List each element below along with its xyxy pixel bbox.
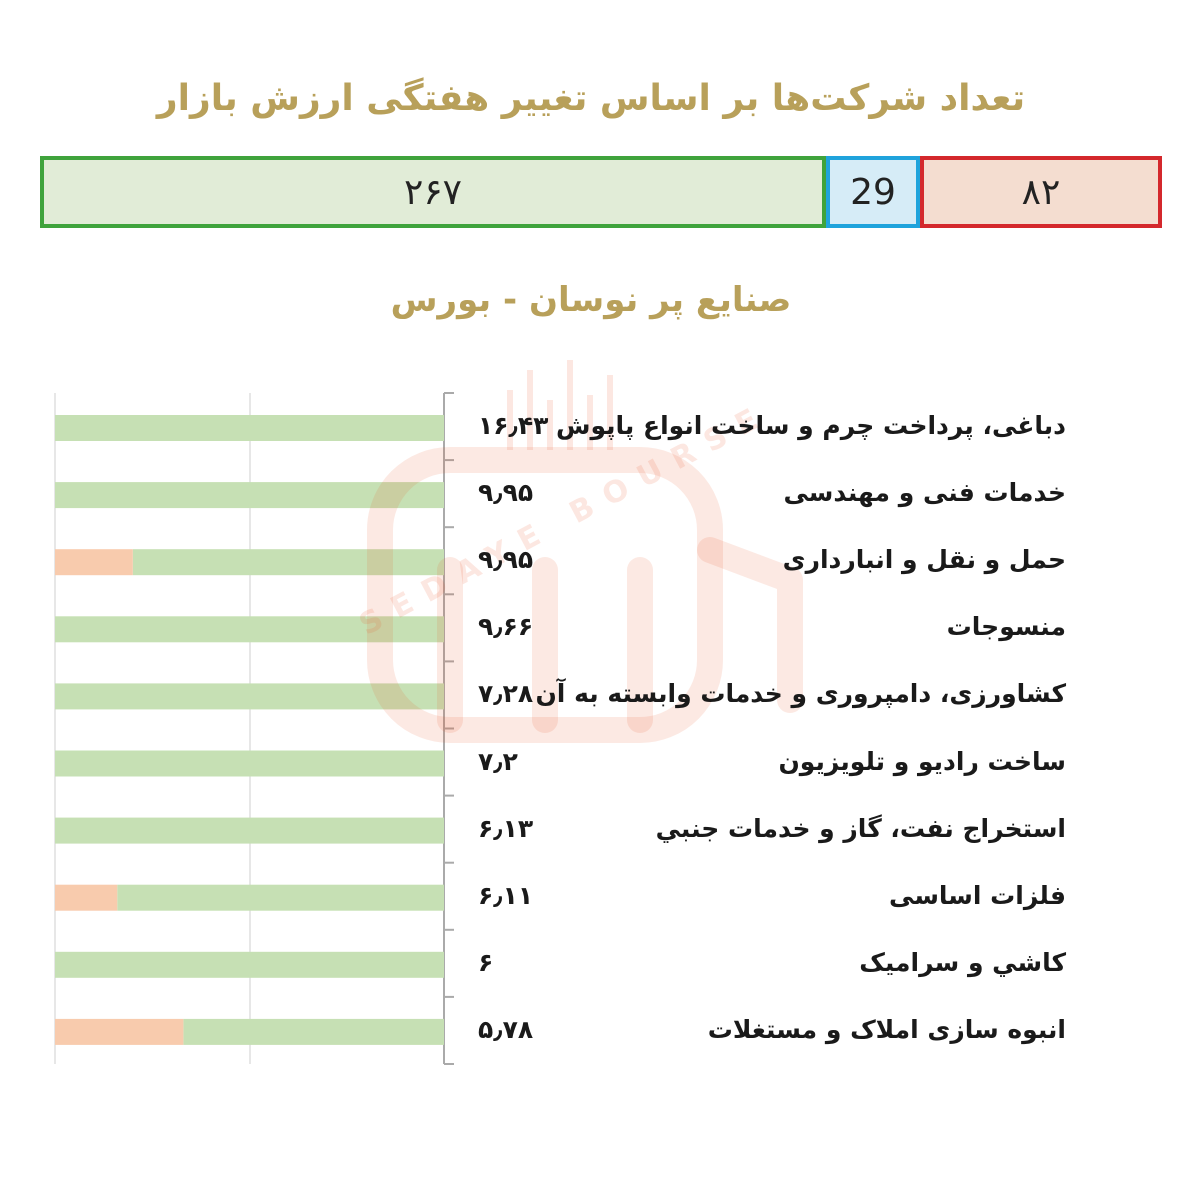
chart-subtitle: صنایع پر نوسان - بورس [390, 280, 792, 320]
category-label: کاشي و سرامیک [859, 947, 1066, 977]
category-label: حمل و نقل و انبارداری [782, 545, 1066, 575]
category-label: کشاورزی، دامپروری و خدمات وابسته به آن [535, 679, 1066, 709]
bar-green-segment [55, 616, 444, 643]
page-title: تعداد شرکت‌ها بر اساس تغییر هفتگی ارزش ب… [156, 78, 1026, 119]
bar-orange-segment [55, 1018, 184, 1045]
negative-count-segment: ۸۲ [920, 156, 1162, 228]
value-label: ۱۶٫۴۳ [478, 411, 549, 440]
category-label: خدمات فنی و مهندسی [783, 478, 1066, 508]
value-label: ۶ [478, 947, 494, 977]
bar-orange-segment [55, 884, 118, 911]
bar-green-segment [117, 884, 445, 911]
neutral-count-segment: 29 [826, 156, 920, 228]
value-label: ۹٫۹۵ [478, 545, 534, 575]
bar-green-segment [55, 951, 444, 978]
bar-green-segment [55, 482, 444, 509]
bar-green-segment [55, 750, 444, 777]
bar-green-segment [55, 817, 444, 844]
category-label: فلزات اساسی [889, 880, 1066, 910]
category-label: استخراج نفت، گاز و خدمات جنبي [655, 813, 1066, 843]
bar-orange-segment [55, 549, 133, 576]
bar-green-segment [55, 415, 444, 441]
category-label: دباغی، پرداخت چرم و ساخت انواع پاپوش [555, 411, 1066, 440]
value-label: ۶٫۱۱ [478, 880, 534, 910]
category-label: منسوجات [946, 612, 1066, 642]
bar-green-segment [183, 1018, 444, 1045]
positive-count-segment: ۲۶۷ [40, 156, 826, 228]
value-label: ۷٫۲ [478, 746, 518, 776]
category-label: انبوه سازی املاک و مستغلات [707, 1014, 1066, 1044]
bar-green-segment [132, 549, 445, 576]
value-label: ۹٫۹۵ [478, 478, 534, 508]
company-count-bar: ۲۶۷ 29 ۸۲ [40, 156, 1162, 228]
category-label: ساخت رادیو و تلویزیون [778, 746, 1066, 776]
value-label: ۶٫۱۳ [478, 813, 534, 843]
value-label: ۵٫۷۸ [478, 1014, 534, 1044]
value-label: ۷٫۲۸ [478, 679, 534, 709]
bar-green-segment [55, 683, 444, 710]
value-label: ۹٫۶۶ [478, 612, 534, 642]
